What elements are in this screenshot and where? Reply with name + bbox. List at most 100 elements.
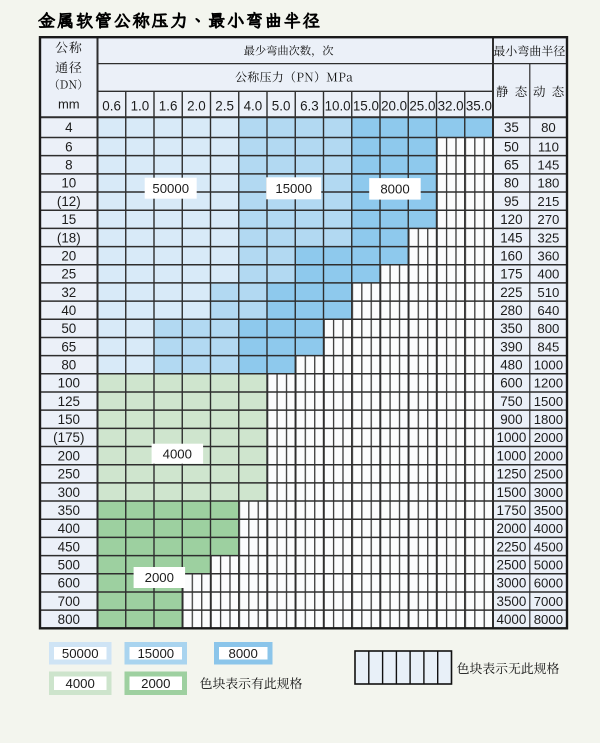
svg-text:300: 300: [58, 485, 80, 500]
svg-text:4.0: 4.0: [244, 98, 263, 113]
svg-text:10.0: 10.0: [325, 98, 351, 113]
svg-text:1250: 1250: [497, 467, 527, 482]
svg-text:4000: 4000: [534, 521, 563, 536]
svg-text:150: 150: [58, 412, 80, 427]
svg-text:600: 600: [500, 376, 522, 391]
svg-text:3000: 3000: [534, 485, 563, 500]
svg-text:845: 845: [537, 339, 559, 354]
svg-text:1000: 1000: [497, 448, 527, 463]
svg-text:80: 80: [61, 358, 76, 373]
svg-text:40: 40: [61, 303, 76, 318]
svg-text:2000: 2000: [534, 430, 563, 445]
svg-text:35: 35: [504, 120, 519, 135]
svg-text:50000: 50000: [152, 181, 189, 196]
svg-text:2.5: 2.5: [215, 98, 234, 113]
svg-text:50: 50: [504, 139, 519, 154]
svg-text:5000: 5000: [534, 558, 563, 573]
svg-text:25: 25: [61, 267, 76, 282]
svg-text:8000: 8000: [534, 612, 563, 627]
svg-text:2250: 2250: [497, 539, 527, 554]
svg-text:8000: 8000: [229, 646, 258, 661]
svg-text:750: 750: [500, 394, 522, 409]
svg-text:2000: 2000: [141, 676, 170, 691]
svg-text:800: 800: [58, 612, 80, 627]
svg-text:5.0: 5.0: [272, 98, 291, 113]
svg-text:510: 510: [537, 285, 559, 300]
svg-text:900: 900: [500, 412, 522, 427]
svg-text:350: 350: [500, 321, 522, 336]
svg-text:350: 350: [58, 503, 80, 518]
svg-text:500: 500: [58, 558, 80, 573]
svg-text:390: 390: [500, 339, 522, 354]
svg-text:270: 270: [537, 212, 559, 227]
svg-text:400: 400: [58, 521, 80, 536]
svg-text:800: 800: [537, 321, 559, 336]
svg-text:15000: 15000: [275, 181, 312, 196]
svg-text:125: 125: [58, 394, 80, 409]
svg-text:325: 325: [537, 230, 559, 245]
svg-text:2000: 2000: [145, 570, 174, 585]
svg-text:200: 200: [58, 448, 80, 463]
svg-text:3000: 3000: [497, 576, 527, 591]
svg-text:1.6: 1.6: [159, 98, 178, 113]
svg-text:4500: 4500: [534, 539, 563, 554]
svg-text:2000: 2000: [497, 521, 527, 536]
svg-text:2000: 2000: [534, 448, 563, 463]
svg-text:35.0: 35.0: [466, 98, 492, 113]
svg-text:6000: 6000: [534, 576, 563, 591]
svg-text:145: 145: [500, 230, 522, 245]
svg-text:50: 50: [61, 321, 76, 336]
svg-text:450: 450: [58, 539, 80, 554]
svg-text:4000: 4000: [66, 676, 95, 691]
svg-text:20: 20: [61, 249, 76, 264]
svg-text:8000: 8000: [380, 182, 409, 197]
svg-text:3500: 3500: [534, 503, 563, 518]
svg-text:145: 145: [537, 158, 559, 173]
svg-text:215: 215: [537, 194, 559, 209]
svg-text:250: 250: [58, 467, 80, 482]
svg-text:20.0: 20.0: [381, 98, 407, 113]
svg-text:280: 280: [500, 303, 522, 318]
svg-text:50000: 50000: [62, 646, 99, 661]
svg-text:1500: 1500: [497, 485, 527, 500]
svg-text:640: 640: [537, 303, 559, 318]
svg-text:15.0: 15.0: [353, 98, 379, 113]
svg-text:mm: mm: [58, 97, 80, 112]
svg-text:2500: 2500: [534, 467, 563, 482]
svg-text:180: 180: [537, 176, 559, 191]
svg-text:1000: 1000: [534, 358, 563, 373]
svg-text:175: 175: [500, 267, 522, 282]
svg-text:4000: 4000: [163, 446, 192, 461]
svg-text:700: 700: [58, 594, 80, 609]
svg-text:8: 8: [65, 158, 72, 173]
svg-text:100: 100: [58, 376, 80, 391]
svg-text:1750: 1750: [497, 503, 527, 518]
svg-text:65: 65: [61, 339, 76, 354]
svg-text:600: 600: [58, 576, 80, 591]
svg-text:1200: 1200: [534, 376, 563, 391]
svg-text:80: 80: [504, 176, 519, 191]
svg-text:(175): (175): [53, 430, 84, 445]
svg-text:6.3: 6.3: [300, 98, 319, 113]
svg-text:1000: 1000: [497, 430, 527, 445]
svg-text:480: 480: [500, 358, 522, 373]
svg-text:0.6: 0.6: [102, 98, 121, 113]
svg-text:4: 4: [65, 120, 73, 135]
svg-text:360: 360: [537, 249, 559, 264]
svg-text:1800: 1800: [534, 412, 563, 427]
svg-text:15000: 15000: [137, 646, 174, 661]
svg-text:(18): (18): [57, 230, 81, 245]
svg-text:1.0: 1.0: [131, 98, 150, 113]
svg-text:2500: 2500: [497, 558, 527, 573]
svg-text:95: 95: [504, 194, 519, 209]
svg-text:32: 32: [61, 285, 76, 300]
svg-text:32.0: 32.0: [438, 98, 464, 113]
svg-text:225: 225: [500, 285, 522, 300]
svg-text:1500: 1500: [534, 394, 563, 409]
svg-text:3500: 3500: [497, 594, 527, 609]
svg-text:7000: 7000: [534, 594, 563, 609]
svg-text:65: 65: [504, 158, 519, 173]
svg-text:6: 6: [65, 139, 72, 154]
svg-text:(12): (12): [57, 194, 81, 209]
svg-text:160: 160: [500, 249, 522, 264]
